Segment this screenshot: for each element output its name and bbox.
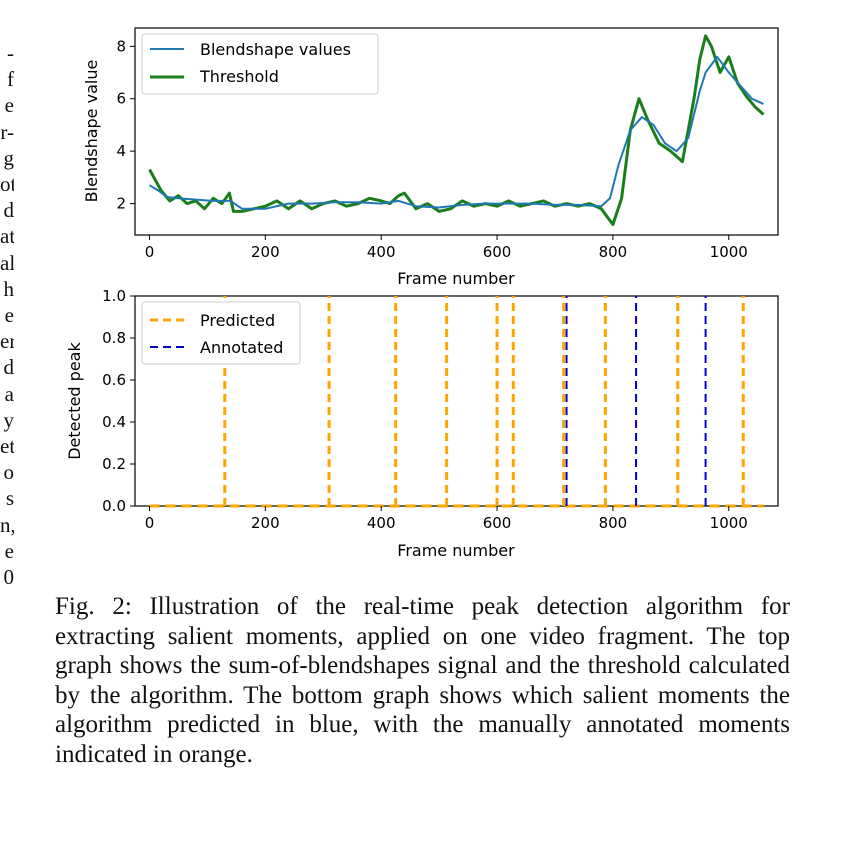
top-ytick-label: 4 xyxy=(116,142,126,160)
top-xtick-label: 200 xyxy=(251,243,280,261)
left-column-fragment: er xyxy=(0,329,14,354)
top-xtick-label: 400 xyxy=(367,243,396,261)
left-column-fragment: r- xyxy=(0,119,14,144)
left-column-fragment: d xyxy=(3,355,15,380)
legend-box-top xyxy=(141,33,379,95)
bottom-ytick-label: 0.8 xyxy=(102,329,126,347)
top-xtick-label: 1000 xyxy=(710,243,748,261)
series-blendshape-line xyxy=(148,55,764,210)
axes-top: 0 200 400 600 800 1000 2 4 6 8 xyxy=(116,37,747,261)
xlabel-bottom: Frame number xyxy=(397,541,515,560)
left-column-fragment: e xyxy=(4,93,14,118)
bottom-ytick-label: 0.6 xyxy=(102,371,126,389)
legend-label-predicted: Predicted xyxy=(200,311,275,330)
legend-label-threshold: Threshold xyxy=(199,67,279,86)
legend-label-annotated: Annotated xyxy=(200,338,283,357)
top-xtick-label: 0 xyxy=(145,243,155,261)
left-column-fragment: a xyxy=(4,381,14,406)
series-group-top xyxy=(148,34,765,226)
legend-bottom: Predicted Annotated xyxy=(141,301,301,365)
legend-top: Blendshape values Threshold xyxy=(141,33,379,95)
ylabel-top: Blendshape value xyxy=(82,60,101,203)
bottom-xtick-label: 0 xyxy=(145,514,155,532)
chart-detected-peaks: 0 200 400 600 800 1000 0.0 0.2 0.4 0.6 0.8 1.0 Dete… xyxy=(65,287,779,560)
xlabel-top: Frame number xyxy=(397,269,515,288)
bottom-xtick-label: 400 xyxy=(367,514,396,532)
top-xtick-label: 600 xyxy=(483,243,512,261)
top-ytick-label: 6 xyxy=(116,90,126,108)
series-group-bottom xyxy=(149,296,764,508)
bottom-xtick-label: 800 xyxy=(599,514,628,532)
left-column-fragment: f xyxy=(7,67,14,92)
bottom-ytick-label: 0.0 xyxy=(102,497,126,515)
left-column-fragment: h xyxy=(3,276,15,301)
left-column-fragment: y xyxy=(3,407,15,432)
bottom-xtick-label: 200 xyxy=(251,514,280,532)
left-column-fragment: s xyxy=(5,486,14,511)
left-column-fragment: al xyxy=(0,250,14,275)
left-column-fragment: at xyxy=(0,224,14,249)
figure-peak-detection: 0 200 400 600 800 1000 2 4 6 8 Blendshape value F… xyxy=(65,27,779,560)
ylabel-bottom: Detected peak xyxy=(65,342,84,460)
left-column-fragment: o xyxy=(3,460,15,485)
left-column-fragment: et xyxy=(0,434,14,459)
left-column-fragment: d xyxy=(3,198,15,223)
bottom-ytick-label: 1.0 xyxy=(102,287,126,305)
top-xtick-label: 800 xyxy=(599,243,628,261)
bottom-xtick-label: 1000 xyxy=(710,514,748,532)
plot-frame-top xyxy=(134,27,779,236)
axes-bottom: 0 200 400 600 800 1000 0.0 0.2 0.4 0.6 0.8 1.0 xyxy=(102,287,748,532)
bottom-xtick-label: 600 xyxy=(483,514,512,532)
bottom-ytick-label: 0.4 xyxy=(102,413,126,431)
legend-label-blendshape: Blendshape values xyxy=(200,40,351,59)
top-ytick-label: 8 xyxy=(116,37,126,55)
bottom-ytick-label: 0.2 xyxy=(102,455,126,473)
left-column-fragment: 0 xyxy=(3,565,15,590)
chart-blendshape-values: 0 200 400 600 800 1000 2 4 6 8 Blendshape value F… xyxy=(82,27,779,288)
legend-box-bottom xyxy=(141,301,301,365)
left-column-fragment: e xyxy=(4,538,14,563)
left-column-fragment: n, xyxy=(0,512,14,537)
left-column-fragment: e xyxy=(4,303,14,328)
left-column-fragment: g xyxy=(3,145,15,170)
left-column-fragment: ot xyxy=(0,172,14,197)
left-column-fragment: - xyxy=(7,41,14,65)
top-ytick-label: 2 xyxy=(116,195,126,213)
figure-caption: Fig. 2: Illustration of the real-time pe… xyxy=(55,593,790,768)
